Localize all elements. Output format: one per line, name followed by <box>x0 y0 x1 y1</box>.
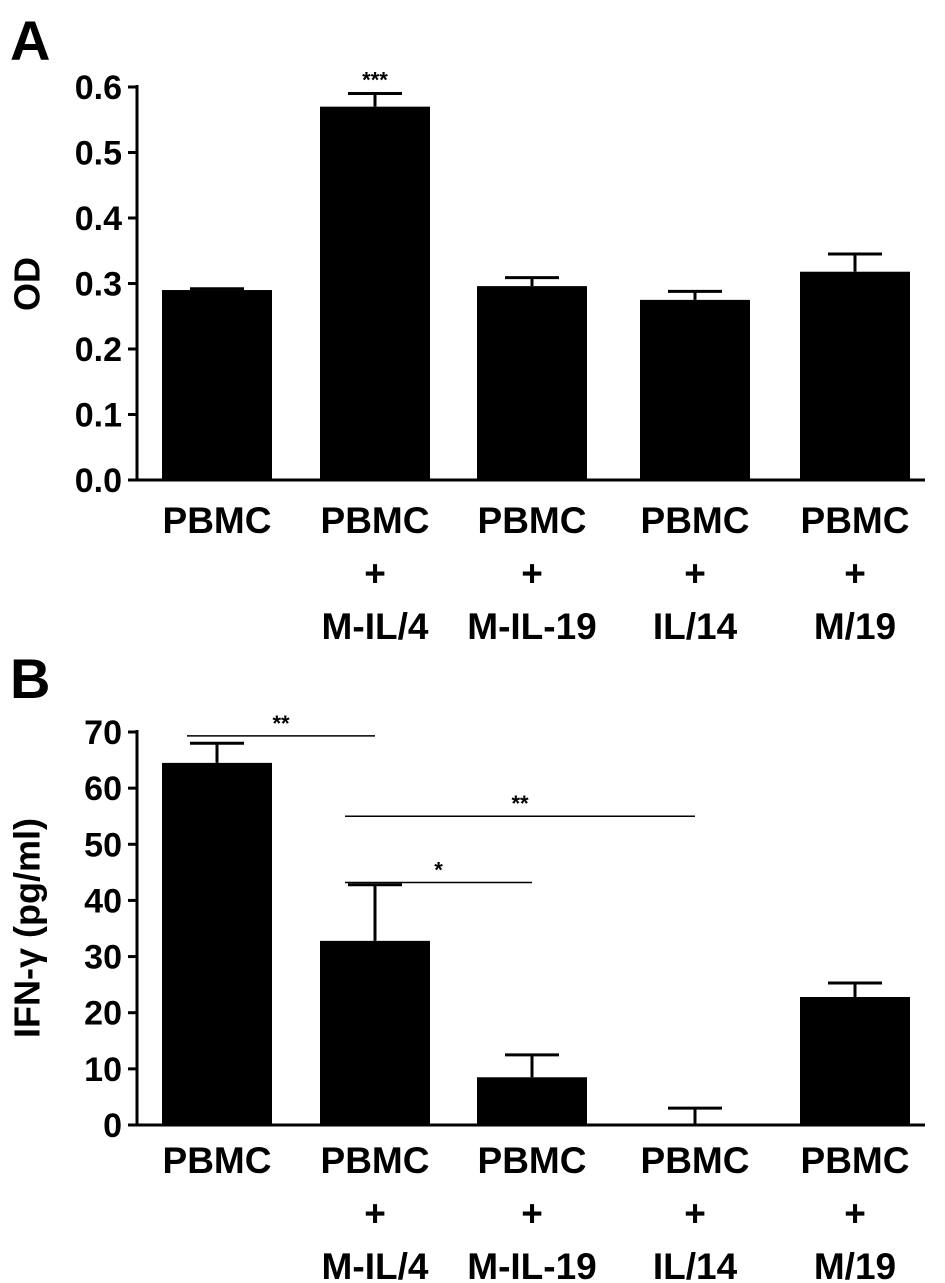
x-category-label: M-IL-19 <box>467 1246 597 1283</box>
bar <box>800 996 910 1125</box>
x-category-label: PBMC <box>321 500 430 541</box>
bar <box>162 290 272 480</box>
y-tick-label: 20 <box>84 995 122 1033</box>
x-category-label: M-IL/4 <box>322 1246 429 1283</box>
y-tick-label: 40 <box>84 882 122 920</box>
x-category-label: PBMC <box>641 1140 750 1181</box>
x-category-label: PBMC <box>801 1140 910 1181</box>
y-tick-label: 0 <box>103 1107 122 1145</box>
x-category-label: PBMC <box>163 1140 272 1181</box>
bar <box>162 762 272 1125</box>
y-tick-label: 0.5 <box>75 135 122 173</box>
x-category-label: PBMC <box>801 500 910 541</box>
y-tick-label: 0.2 <box>75 331 122 369</box>
bar <box>640 299 750 480</box>
bar <box>320 940 430 1125</box>
significance-marker: *** <box>362 68 388 93</box>
x-category-label: + <box>364 1193 386 1234</box>
significance-marker: ** <box>272 711 290 736</box>
bar <box>477 1077 587 1125</box>
panel-b: B 0 10 20 30 40 50 60 70 IFN-γ (pg/ml) PBMC PBMC + M… <box>7 647 925 1283</box>
x-category-label: IL/14 <box>653 606 738 647</box>
panel-letter-b: B <box>10 647 50 710</box>
x-category-label: M-IL-19 <box>467 606 597 647</box>
x-category-label: + <box>684 1193 706 1234</box>
bar <box>320 106 430 481</box>
bar <box>477 286 587 480</box>
x-category-label: + <box>844 1193 866 1234</box>
x-category-label: PBMC <box>163 500 272 541</box>
x-category-label: + <box>684 553 706 594</box>
y-axis-title: IFN-γ (pg/ml) <box>7 818 48 1038</box>
x-category-label: + <box>844 553 866 594</box>
x-category-label: + <box>364 553 386 594</box>
x-category-label: M/19 <box>814 1246 896 1283</box>
y-axis-title: OD <box>7 257 48 311</box>
x-category-label: PBMC <box>641 500 750 541</box>
x-category-label: M/19 <box>814 606 896 647</box>
y-tick-label: 0.4 <box>75 200 122 238</box>
y-tick-label: 0.3 <box>75 266 122 304</box>
x-category-label: PBMC <box>321 1140 430 1181</box>
significance-marker: ** <box>511 791 529 816</box>
x-category-label: PBMC <box>478 500 587 541</box>
y-tick-label: 10 <box>84 1051 122 1089</box>
panel-a: A 0.0 0.1 0.2 0.3 0.4 0.5 0.6 OD PBMC PBMC + M-IL/4… <box>7 9 925 647</box>
bar <box>800 271 910 480</box>
y-tick-label: 50 <box>84 826 122 864</box>
y-tick-label: 60 <box>84 770 122 808</box>
y-tick-label: 70 <box>84 714 122 752</box>
x-category-label: PBMC <box>478 1140 587 1181</box>
y-tick-label: 0.6 <box>75 69 122 107</box>
x-category-label: + <box>521 1193 543 1234</box>
x-category-label: + <box>521 553 543 594</box>
x-category-label: M-IL/4 <box>322 606 429 647</box>
panel-letter-a: A <box>10 9 50 72</box>
y-tick-label: 0.1 <box>75 397 122 435</box>
y-tick-label: 0.0 <box>75 462 122 500</box>
y-tick-label: 30 <box>84 939 122 977</box>
significance-marker: * <box>434 857 443 882</box>
x-category-label: IL/14 <box>653 1246 738 1283</box>
